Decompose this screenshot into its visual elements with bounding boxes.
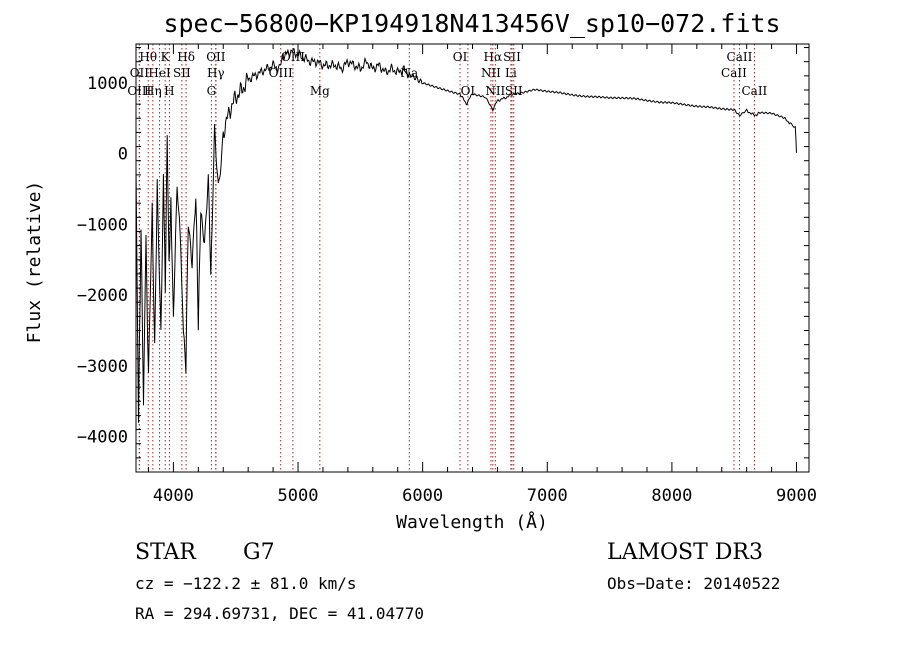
line-label-24: NII bbox=[485, 84, 505, 98]
object-subclass: G7 bbox=[243, 540, 275, 565]
object-class: STAR bbox=[135, 540, 196, 565]
line-label-5: OI bbox=[453, 50, 468, 64]
line-label-18: OIII bbox=[127, 84, 151, 98]
x-tick-label-5000: 5000 bbox=[278, 486, 319, 506]
spectrum-line bbox=[135, 48, 797, 423]
y-axis-label: Flux (relative) bbox=[24, 181, 45, 344]
line-label-2: Hδ bbox=[177, 50, 195, 64]
chart-title: spec−56800−KP194918N413456V_sp10−072.fit… bbox=[163, 9, 780, 38]
line-label-25: SII bbox=[505, 84, 523, 98]
x-tick-label-4000: 4000 bbox=[153, 486, 194, 506]
x-tick-label-7000: 7000 bbox=[527, 486, 568, 506]
x-axis-label: Wavelength (Å) bbox=[396, 511, 548, 533]
line-label-10: HeI bbox=[148, 66, 171, 80]
line-label-17: CaII bbox=[721, 66, 747, 80]
redshift-velocity: cz = −122.2 ± 81.0 km/s bbox=[135, 574, 357, 593]
line-label-15: NII bbox=[481, 66, 501, 80]
coordinates: RA = 294.69731, DEC = 41.04770 bbox=[135, 604, 424, 623]
line-label-23: OI bbox=[461, 84, 476, 98]
y-tick-label-2: −2000 bbox=[77, 286, 128, 306]
line-label-12: Hγ bbox=[207, 66, 225, 80]
plot-frame bbox=[135, 43, 810, 473]
line-label-19: Hη bbox=[144, 84, 162, 98]
y-tick-label-5: 1000 bbox=[87, 74, 128, 94]
survey-name: LAMOST DR3 bbox=[607, 540, 763, 565]
line-label-26: CaII bbox=[741, 84, 767, 98]
x-tick-label-8000: 8000 bbox=[651, 486, 692, 506]
y-tick-label-3: −1000 bbox=[77, 215, 128, 235]
y-tick-label-1: −3000 bbox=[77, 357, 128, 377]
x-tick-label-9000: 9000 bbox=[776, 486, 817, 506]
line-label-20: H bbox=[164, 84, 174, 98]
line-label-8: CaII bbox=[727, 50, 753, 64]
line-label-1: K bbox=[161, 50, 171, 64]
line-label-13: OIII bbox=[269, 66, 293, 80]
line-label-6: Hα bbox=[484, 50, 503, 64]
line-label-7: SII bbox=[503, 50, 521, 64]
line-label-22: Mg bbox=[310, 84, 330, 98]
line-label-16: Li bbox=[505, 66, 517, 80]
y-tick-label-4: 0 bbox=[118, 145, 128, 165]
line-label-11: SII bbox=[173, 66, 191, 80]
observation-date: Obs−Date: 20140522 bbox=[607, 574, 781, 593]
line-label-21: G bbox=[207, 84, 217, 98]
line-label-0: Hθ bbox=[139, 50, 157, 64]
x-tick-label-6000: 6000 bbox=[402, 486, 443, 506]
y-tick-label-0: −4000 bbox=[77, 428, 128, 448]
